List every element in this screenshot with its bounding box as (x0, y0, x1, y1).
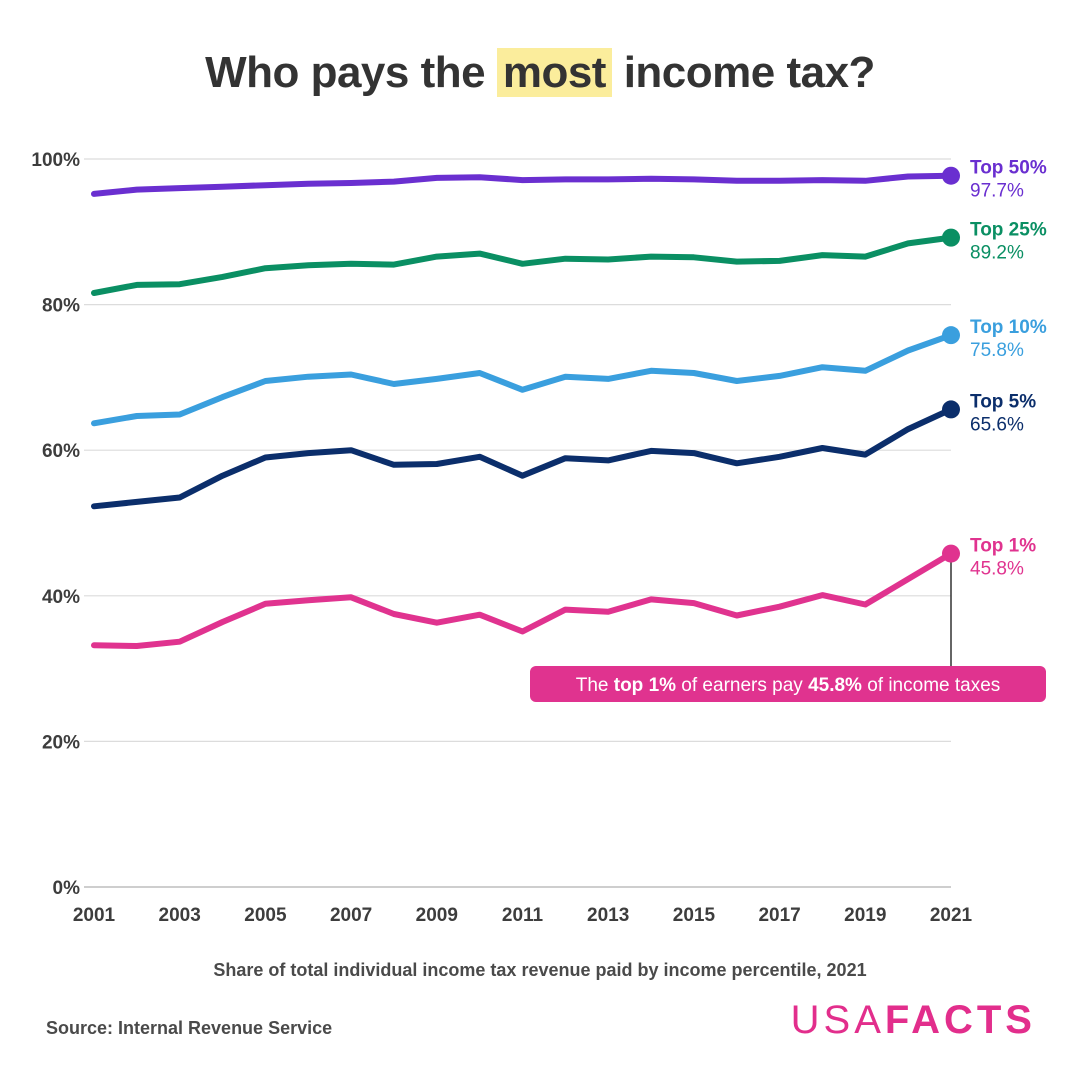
callout-span: of earners pay (676, 675, 808, 696)
x-tick-label: 2017 (758, 905, 800, 926)
title-highlight: most (496, 48, 612, 97)
series-value-label: 97.7% (970, 181, 1024, 202)
logo-bold: FACTS (884, 998, 1036, 1042)
series-name-label: Top 1% (970, 536, 1036, 557)
series-end-point (942, 400, 960, 419)
series-end-point (942, 544, 960, 563)
y-tick-label: 100% (31, 150, 80, 171)
callout-text: The top 1% of earners pay 45.8% of incom… (576, 675, 1001, 696)
source-note: Source: Internal Revenue Service (46, 1018, 333, 1038)
series-line (91, 332, 954, 427)
chart-title: Who pays the most income tax? (0, 48, 1080, 98)
usafacts-logo: USAFACTS (791, 998, 1036, 1043)
x-tick-label: 2019 (844, 905, 886, 926)
x-tick-label: 2007 (330, 905, 372, 926)
series-line (91, 172, 954, 197)
logo-light: USA (790, 998, 885, 1042)
series-value-label: 45.8% (970, 559, 1024, 580)
callout-span: The (576, 675, 614, 696)
callout-bold: 45.8% (808, 675, 862, 696)
x-tick-label: 2001 (73, 905, 116, 926)
y-tick-label: 40% (42, 587, 80, 608)
series-line (91, 406, 954, 510)
series-name-label: Top 5% (970, 391, 1036, 412)
x-tick-label: 2003 (159, 905, 201, 926)
callout-bold: top 1% (614, 675, 676, 696)
series-end-point (942, 228, 960, 247)
callout-box (530, 666, 1046, 702)
title-pre: Who pays the (205, 48, 486, 97)
x-tick-label: 2015 (673, 905, 716, 926)
x-tick-label: 2013 (587, 905, 629, 926)
series-value-label: 89.2% (970, 243, 1024, 264)
line-chart: 0% 20% 40% 60% 80% 100% 2001 2003 2005 2007 2009 20… (31, 150, 1047, 926)
y-tick-label: 0% (53, 878, 81, 899)
x-tick-label: 2021 (930, 905, 973, 926)
series-end-point (942, 166, 960, 185)
y-tick-label: 60% (42, 441, 80, 462)
x-tick-label: 2011 (502, 905, 544, 926)
series-name-label: Top 10% (970, 317, 1047, 338)
series-value-label: 75.8% (970, 340, 1024, 361)
series-line (91, 234, 954, 296)
series-end-point (942, 326, 960, 345)
series-name-label: Top 50% (970, 158, 1047, 179)
y-tick-label: 80% (42, 296, 80, 317)
x-tick-label: 2005 (244, 905, 287, 926)
chart-subtitle: Share of total individual income tax rev… (213, 960, 867, 980)
x-tick-label: 2009 (416, 905, 458, 926)
title-post: income tax? (623, 48, 876, 97)
callout-span: of income taxes (862, 675, 1000, 696)
series-value-label: 65.6% (970, 414, 1024, 435)
series-line (91, 550, 954, 649)
y-tick-label: 20% (42, 732, 80, 753)
series-name-label: Top 25% (970, 220, 1047, 241)
